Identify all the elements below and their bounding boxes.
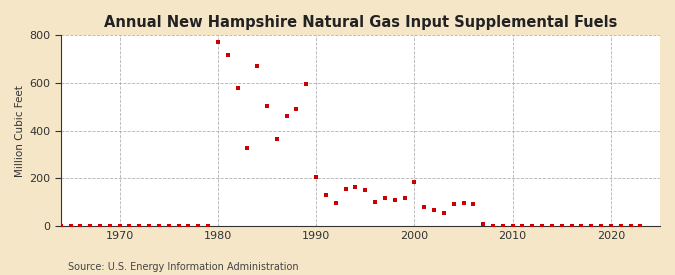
Point: [281, 114, 292, 119]
Point: [458, 201, 469, 205]
Point: [262, 103, 273, 108]
Point: [497, 224, 508, 228]
Point: [134, 224, 144, 228]
Point: [75, 224, 86, 228]
Point: [566, 224, 577, 228]
Point: [360, 188, 371, 192]
Point: [183, 224, 194, 228]
Point: [537, 224, 547, 228]
Point: [625, 224, 636, 228]
Point: [153, 224, 164, 228]
Point: [55, 224, 66, 228]
Point: [252, 64, 263, 68]
Text: Source: U.S. Energy Information Administration: Source: U.S. Energy Information Administ…: [68, 262, 298, 272]
Point: [301, 82, 312, 86]
Point: [576, 224, 587, 228]
Point: [616, 224, 626, 228]
Point: [271, 137, 282, 141]
Point: [242, 146, 252, 151]
Point: [586, 224, 597, 228]
Point: [65, 224, 76, 228]
Point: [213, 40, 223, 45]
Point: [547, 224, 558, 228]
Point: [478, 221, 489, 226]
Title: Annual New Hampshire Natural Gas Input Supplemental Fuels: Annual New Hampshire Natural Gas Input S…: [104, 15, 617, 30]
Point: [232, 86, 243, 90]
Point: [527, 224, 538, 228]
Point: [340, 187, 351, 191]
Point: [163, 224, 174, 228]
Point: [350, 184, 361, 189]
Point: [321, 193, 331, 197]
Point: [222, 53, 233, 57]
Point: [85, 224, 96, 228]
Point: [291, 107, 302, 111]
Point: [556, 224, 567, 228]
Point: [418, 205, 429, 209]
Point: [517, 224, 528, 228]
Point: [468, 202, 479, 207]
Point: [409, 180, 420, 184]
Point: [595, 224, 606, 228]
Point: [448, 202, 459, 207]
Point: [487, 224, 498, 228]
Point: [105, 224, 115, 228]
Point: [399, 196, 410, 201]
Point: [379, 196, 390, 201]
Point: [173, 224, 184, 228]
Point: [370, 200, 381, 204]
Point: [605, 224, 616, 228]
Point: [429, 208, 439, 213]
Point: [144, 224, 155, 228]
Point: [507, 224, 518, 228]
Point: [114, 224, 125, 228]
Point: [193, 224, 204, 228]
Point: [95, 224, 105, 228]
Point: [330, 201, 341, 205]
Y-axis label: Million Cubic Feet: Million Cubic Feet: [15, 85, 25, 177]
Point: [389, 197, 400, 202]
Point: [124, 224, 135, 228]
Point: [439, 211, 450, 215]
Point: [310, 175, 321, 179]
Point: [635, 224, 646, 228]
Point: [202, 224, 213, 228]
